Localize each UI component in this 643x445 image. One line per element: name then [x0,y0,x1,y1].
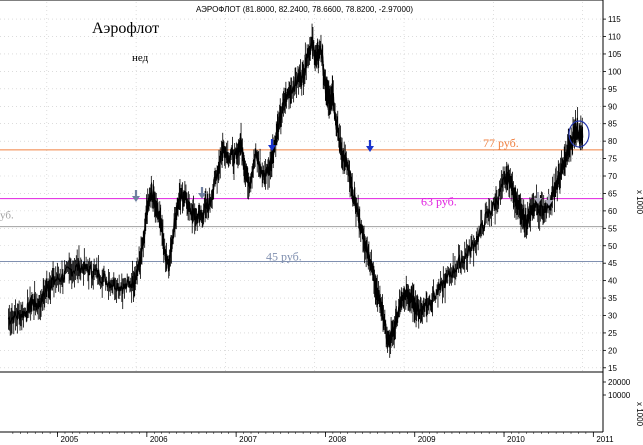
y-tick-label: 65 [608,189,617,198]
y-tick-label: 75 [608,155,617,164]
x-tick-label: 2006 [150,435,168,444]
chart-frame [0,0,604,433]
arrow-marker-head [545,200,553,206]
markers [132,120,590,206]
price-level-label: уб. [0,210,14,222]
y-tick-label: 90 [608,102,617,111]
volume-axis: 20000 10000 x 1000 x 1000 [603,190,643,427]
y-tick-label: 110 [608,33,621,42]
y-tick-label: 80 [608,137,617,146]
price-levels: 77 руб. 63 руб. уб. 45 руб. [0,136,603,263]
y-tick-label: 55 [608,224,617,233]
price-level-label: 45 руб. [266,249,302,263]
y-tick-label: 20 [608,346,617,355]
arrow-marker-head [268,145,276,151]
y-tick-label: 60 [608,207,617,216]
y-tick-label: 115 [608,15,621,24]
y-tick-label: 25 [608,329,617,338]
y-tick-label: 105 [608,50,622,59]
volume-tick-label: 20000 [608,378,631,387]
chart-title: Аэрофлот [92,20,159,37]
y-tick-label: 15 [608,364,617,373]
chart-header: АЭРОФЛОТ (81.8000, 82.2400, 78.6600, 78.… [196,5,413,14]
x-tick-label: 2011 [596,435,614,444]
arrow-marker-head [366,146,374,152]
x-tick-label: 2009 [418,435,436,444]
y-tick-label: 70 [608,172,617,181]
x-tick-label: 2010 [507,435,525,444]
price-series [7,23,584,358]
y-tick-label: 85 [608,120,617,129]
arrow-marker-head [132,196,140,202]
price-level-label: 63 руб. [421,195,457,209]
y-tick-label: 30 [608,311,617,320]
arrow-marker-head [534,198,542,204]
volume-unit-label: x 1000 [635,402,643,427]
arrow-marker-head [198,193,206,199]
x-axis: 2005 2006 2007 2008 2009 2010 2011 [12,432,614,444]
y-tick-label: 95 [608,85,617,94]
y-tick-label: 50 [608,242,617,251]
y-tick-label: 100 [608,67,622,76]
volume-tick-label: 10000 [608,391,631,400]
y-tick-label: 45 [608,259,617,268]
axis-unit-label: x 1000 [635,190,643,215]
chart-subtitle: нед [132,52,149,64]
y-axis: 15 20 25 30 35 40 45 50 55 60 65 70 75 80 85 90 95 100 105… [603,15,622,373]
price-level-label: 77 руб. [483,136,519,150]
x-tick-label: 2007 [239,435,257,444]
grid [0,2,603,372]
y-tick-label: 35 [608,294,617,303]
x-tick-label: 2005 [61,435,79,444]
highlight-circle [568,120,590,148]
y-tick-label: 40 [608,277,617,286]
x-tick-label: 2008 [328,435,346,444]
